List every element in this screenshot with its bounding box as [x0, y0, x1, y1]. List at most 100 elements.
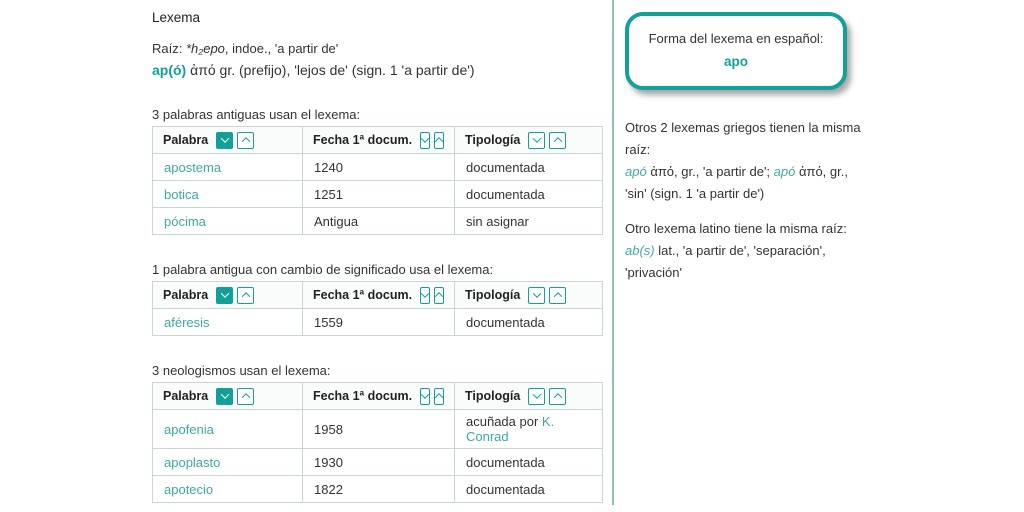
table-row: aféresis 1559 documentada	[152, 308, 603, 336]
chevron-up-icon	[434, 137, 444, 146]
word-link[interactable]: apoplasto	[164, 454, 221, 470]
sort-asc-button[interactable]	[237, 387, 255, 405]
chevron-up-icon	[241, 137, 250, 146]
sort-desc-button[interactable]	[420, 286, 431, 304]
sort-desc-button[interactable]	[420, 387, 431, 405]
root-line: Raíz: *h₂epo, indoe., 'a partir de'	[152, 39, 602, 59]
sort-desc-button[interactable]	[216, 286, 234, 304]
chevron-up-icon	[434, 393, 444, 402]
related-lexemes-text: Otros 2 lexemas griegos tienen la misma …	[625, 117, 867, 284]
word-link[interactable]: apostema	[164, 159, 222, 175]
root-label: Raíz:	[152, 41, 186, 56]
typology-text: acuñada por	[466, 414, 542, 429]
chevron-up-icon	[241, 393, 250, 402]
page-title: Lexema	[152, 10, 201, 25]
sort-asc-button[interactable]	[434, 286, 444, 304]
table-row: botica 1251 documentada	[152, 180, 603, 208]
chevron-up-icon	[553, 292, 563, 301]
chevron-up-icon	[241, 292, 250, 301]
sort-asc-button[interactable]	[549, 387, 567, 405]
sort-asc-button[interactable]	[549, 286, 567, 304]
typology-cell: documentada	[454, 153, 603, 181]
column-header-date: Fecha 1ª docum.	[313, 389, 413, 403]
word-link[interactable]: apofenia	[164, 421, 214, 437]
latin-lexeme-gloss: lat., 'a partir de', 'separación', 'priv…	[625, 243, 826, 280]
sort-desc-button[interactable]	[216, 387, 234, 405]
meaning-change-table: Palabra Fecha 1ª docum. Tipología aféres…	[152, 281, 603, 336]
latin-lexeme-paragraph: Otro lexema latino tiene la misma raíz: a…	[625, 218, 867, 284]
greek-lexeme-link[interactable]: apó	[773, 164, 796, 179]
sidebar-panel: Forma del lexema en español: apo Otros 2…	[625, 12, 867, 297]
sort-desc-button[interactable]	[528, 131, 546, 149]
section-old-words: 3 palabras antiguas usan el lexema: Pala…	[152, 107, 603, 235]
chevron-down-icon	[420, 134, 430, 143]
lexeme-form-label: Forma del lexema en español:	[648, 31, 824, 46]
column-header-date: Fecha 1ª docum.	[313, 133, 413, 147]
word-link[interactable]: botica	[164, 186, 199, 202]
sort-desc-button[interactable]	[420, 131, 431, 149]
date-cell: 1822	[302, 475, 455, 503]
chevron-down-icon	[420, 390, 430, 399]
greek-lexeme-link[interactable]: apó	[625, 164, 647, 179]
sort-desc-button[interactable]	[216, 131, 234, 149]
lexeme-form-box: Forma del lexema en español: apo	[625, 12, 847, 90]
chevron-down-icon	[220, 134, 229, 143]
chevron-down-icon	[220, 289, 229, 298]
chevron-down-icon	[532, 390, 542, 399]
lexeme-description: ἀπό gr. (prefijo), 'lejos de' (sign. 1 '…	[186, 62, 475, 78]
table-row: apotecio 1822 documentada	[152, 475, 603, 503]
typology-cell: documentada	[454, 475, 603, 503]
column-header-word: Palabra	[163, 288, 209, 302]
sort-desc-button[interactable]	[528, 286, 546, 304]
date-cell: 1559	[302, 308, 455, 336]
lexeme-main-panel: Lexema Raíz: *h₂epo, indoe., 'a partir d…	[152, 10, 603, 503]
date-cell: 1958	[302, 409, 455, 449]
table-caption: 1 palabra antigua con cambio de signific…	[152, 262, 494, 277]
typology-cell: documentada	[454, 308, 603, 336]
lexeme-name: ap(ó)	[152, 62, 187, 78]
word-link[interactable]: pócima	[164, 213, 206, 229]
table-header-row: Palabra Fecha 1ª docum. Tipología	[152, 382, 603, 410]
column-header-typology: Tipología	[465, 389, 521, 403]
column-header-date: Fecha 1ª docum.	[313, 288, 413, 302]
chevron-down-icon	[532, 289, 542, 298]
date-cell: 1240	[302, 153, 455, 181]
typology-cell: documentada	[454, 448, 603, 476]
sort-asc-button[interactable]	[434, 387, 444, 405]
typology-cell: sin asignar	[454, 207, 603, 235]
sort-asc-button[interactable]	[237, 131, 255, 149]
table-caption: 3 palabras antiguas usan el lexema:	[152, 107, 361, 122]
table-caption: 3 neologismos usan el lexema:	[152, 363, 331, 378]
chevron-up-icon	[553, 137, 563, 146]
greek-lexemes-paragraph: Otros 2 lexemas griegos tienen la misma …	[625, 117, 867, 205]
sort-asc-button[interactable]	[434, 131, 444, 149]
author-link[interactable]: K. Conrad	[466, 414, 555, 444]
typology-cell: acuñada por K. Conrad	[454, 409, 603, 449]
chevron-up-icon	[553, 393, 563, 402]
word-link[interactable]: apotecio	[164, 481, 214, 497]
sort-asc-button[interactable]	[237, 286, 255, 304]
latin-lexeme-link[interactable]: ab(s)	[625, 243, 655, 258]
word-link[interactable]: aféresis	[164, 314, 210, 330]
sort-asc-button[interactable]	[549, 131, 567, 149]
chevron-down-icon	[220, 390, 229, 399]
sort-desc-button[interactable]	[528, 387, 546, 405]
lexeme-line: ap(ó) ἀπό gr. (prefijo), 'lejos de' (sig…	[152, 60, 602, 81]
date-cell: 1251	[302, 180, 455, 208]
greek-lexeme-gloss: ἀπό, gr., 'sin' (sign. 1 'a partir de')	[625, 164, 848, 201]
root-form: *h₂epo	[185, 41, 225, 56]
section-meaning-change: 1 palabra antigua con cambio de signific…	[152, 262, 603, 336]
table-row: apoplasto 1930 documentada	[152, 448, 603, 476]
column-header-word: Palabra	[163, 389, 209, 403]
column-header-typology: Tipología	[465, 288, 521, 302]
lexeme-form-value: apo	[723, 54, 748, 69]
column-header-word: Palabra	[163, 133, 209, 147]
table-header-row: Palabra Fecha 1ª docum. Tipología	[152, 126, 603, 154]
table-row: pócima Antigua sin asignar	[152, 207, 603, 235]
chevron-down-icon	[532, 134, 542, 143]
root-suffix: , indoe., 'a partir de'	[224, 41, 339, 56]
table-row: apostema 1240 documentada	[152, 153, 603, 181]
greek-lexemes-intro: Otros 2 lexemas griegos tienen la misma …	[625, 120, 861, 157]
chevron-down-icon	[420, 289, 430, 298]
vertical-divider	[612, 0, 614, 505]
